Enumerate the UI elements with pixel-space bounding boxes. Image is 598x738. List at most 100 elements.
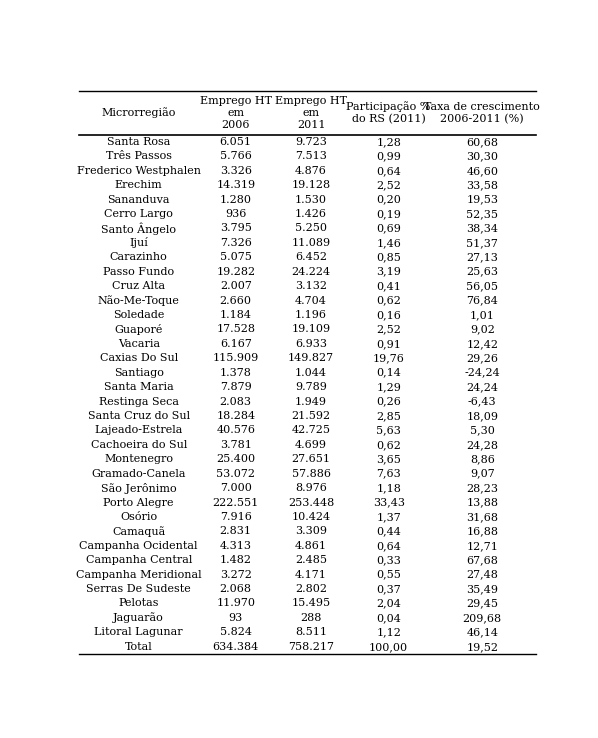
Text: Santo Ângelo: Santo Ângelo [101, 222, 176, 235]
Text: 2,52: 2,52 [376, 325, 401, 334]
Text: 5,30: 5,30 [470, 425, 495, 435]
Text: 1.482: 1.482 [219, 555, 252, 565]
Text: Cerro Largo: Cerro Largo [104, 209, 173, 219]
Text: 0,44: 0,44 [376, 526, 401, 537]
Text: 53.072: 53.072 [216, 469, 255, 479]
Text: 5,63: 5,63 [376, 425, 401, 435]
Text: 2,52: 2,52 [376, 180, 401, 190]
Text: 4.861: 4.861 [295, 541, 327, 551]
Text: 2.083: 2.083 [219, 396, 252, 407]
Text: 3.326: 3.326 [219, 166, 252, 176]
Text: 9,02: 9,02 [470, 325, 495, 334]
Text: 0,37: 0,37 [376, 584, 401, 594]
Text: 0,64: 0,64 [376, 541, 401, 551]
Text: 40.576: 40.576 [216, 425, 255, 435]
Text: 1,18: 1,18 [376, 483, 401, 493]
Text: 758.217: 758.217 [288, 642, 334, 652]
Text: 42.725: 42.725 [292, 425, 331, 435]
Text: 1.044: 1.044 [295, 368, 327, 378]
Text: Participação %
do RS (2011): Participação % do RS (2011) [346, 102, 431, 125]
Text: 51,37: 51,37 [466, 238, 498, 248]
Text: 27.651: 27.651 [292, 455, 331, 464]
Text: Santa Maria: Santa Maria [104, 382, 173, 392]
Text: 2,04: 2,04 [376, 599, 401, 609]
Text: 13,88: 13,88 [466, 497, 498, 508]
Text: 14.319: 14.319 [216, 180, 255, 190]
Text: 0,69: 0,69 [376, 224, 401, 233]
Text: 6.933: 6.933 [295, 339, 327, 349]
Text: 6.452: 6.452 [295, 252, 327, 262]
Text: 10.424: 10.424 [291, 512, 331, 522]
Text: 936: 936 [225, 209, 246, 219]
Text: 18.284: 18.284 [216, 411, 255, 421]
Text: 60,68: 60,68 [466, 137, 498, 147]
Text: Soledade: Soledade [113, 310, 164, 320]
Text: São Jerônimo: São Jerônimo [101, 483, 176, 494]
Text: 27,48: 27,48 [466, 570, 498, 579]
Text: 21.592: 21.592 [291, 411, 331, 421]
Text: Guaporé: Guaporé [115, 324, 163, 335]
Text: Carazinho: Carazinho [110, 252, 167, 262]
Text: 67,68: 67,68 [466, 555, 498, 565]
Text: 31,68: 31,68 [466, 512, 498, 522]
Text: 29,26: 29,26 [466, 354, 498, 363]
Text: Microrregião: Microrregião [102, 108, 176, 119]
Text: 8,86: 8,86 [470, 455, 495, 464]
Text: 2,85: 2,85 [376, 411, 401, 421]
Text: Porto Alegre: Porto Alegre [103, 497, 174, 508]
Text: Campanha Ocidental: Campanha Ocidental [80, 541, 198, 551]
Text: 1,37: 1,37 [376, 512, 401, 522]
Text: 0,91: 0,91 [376, 339, 401, 349]
Text: 19,53: 19,53 [466, 195, 498, 204]
Text: 12,71: 12,71 [466, 541, 498, 551]
Text: 1,28: 1,28 [376, 137, 401, 147]
Text: 1,12: 1,12 [376, 627, 401, 638]
Text: 0,16: 0,16 [376, 310, 401, 320]
Text: 1.184: 1.184 [219, 310, 252, 320]
Text: Caxias Do Sul: Caxias Do Sul [100, 354, 178, 363]
Text: 19,52: 19,52 [466, 642, 498, 652]
Text: 149.827: 149.827 [288, 354, 334, 363]
Text: 5.766: 5.766 [220, 151, 252, 162]
Text: 209,68: 209,68 [463, 613, 502, 623]
Text: 0,85: 0,85 [376, 252, 401, 262]
Text: 8.511: 8.511 [295, 627, 327, 638]
Text: 29,45: 29,45 [466, 599, 498, 609]
Text: Gramado-Canela: Gramado-Canela [91, 469, 186, 479]
Text: 9.723: 9.723 [295, 137, 327, 147]
Text: 46,14: 46,14 [466, 627, 498, 638]
Text: 3.132: 3.132 [295, 281, 327, 291]
Text: 19.109: 19.109 [291, 325, 331, 334]
Text: 24.224: 24.224 [291, 266, 331, 277]
Text: 93: 93 [228, 613, 243, 623]
Text: 0,20: 0,20 [376, 195, 401, 204]
Text: Osório: Osório [120, 512, 157, 522]
Text: 38,34: 38,34 [466, 224, 498, 233]
Text: 4.699: 4.699 [295, 440, 327, 450]
Text: 0,14: 0,14 [376, 368, 401, 378]
Text: 35,49: 35,49 [466, 584, 498, 594]
Text: 2.802: 2.802 [295, 584, 327, 594]
Text: 0,64: 0,64 [376, 166, 401, 176]
Text: 9.789: 9.789 [295, 382, 327, 392]
Text: 76,84: 76,84 [466, 295, 498, 306]
Text: Frederico Westphalen: Frederico Westphalen [77, 166, 201, 176]
Text: 25.400: 25.400 [216, 455, 255, 464]
Text: 0,33: 0,33 [376, 555, 401, 565]
Text: 6.051: 6.051 [219, 137, 252, 147]
Text: 3,65: 3,65 [376, 455, 401, 464]
Text: 0,62: 0,62 [376, 295, 401, 306]
Text: Vacaria: Vacaria [118, 339, 160, 349]
Text: 0,19: 0,19 [376, 209, 401, 219]
Text: Lajeado-Estrela: Lajeado-Estrela [94, 425, 183, 435]
Text: 5.075: 5.075 [220, 252, 252, 262]
Text: Taxa de crescimento
2006-2011 (%): Taxa de crescimento 2006-2011 (%) [425, 102, 540, 124]
Text: Cruz Alta: Cruz Alta [112, 281, 165, 291]
Text: Santa Rosa: Santa Rosa [107, 137, 170, 147]
Text: Sananduva: Sananduva [108, 195, 170, 204]
Text: 28,23: 28,23 [466, 483, 498, 493]
Text: 4.171: 4.171 [295, 570, 327, 579]
Text: 7.326: 7.326 [220, 238, 252, 248]
Text: 7.000: 7.000 [220, 483, 252, 493]
Text: 5.250: 5.250 [295, 224, 327, 233]
